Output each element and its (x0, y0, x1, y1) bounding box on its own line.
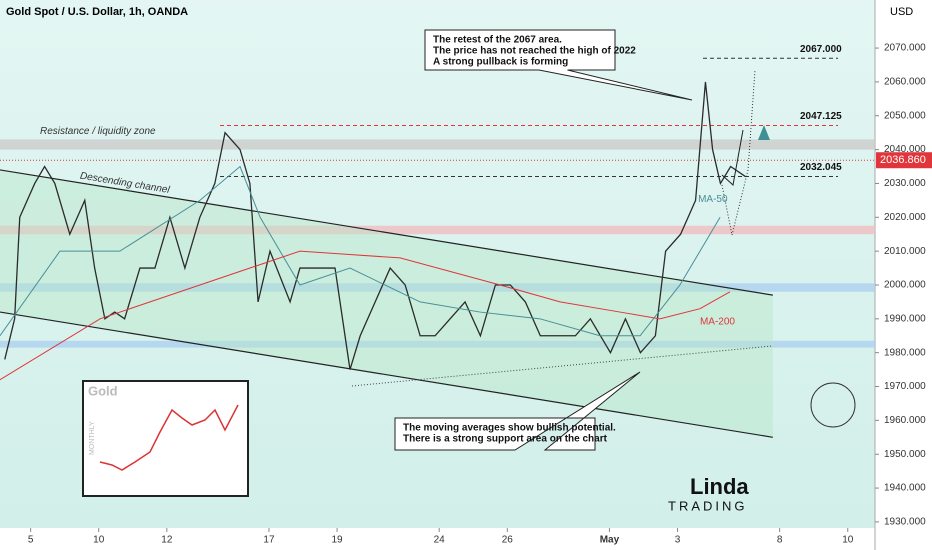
inset-line (99, 404, 239, 471)
callout-text: There is a strong support area on the ch… (403, 434, 608, 445)
y-tick-label: 2060.000 (884, 77, 926, 88)
face (810, 382, 856, 428)
x-tick-label: 10 (842, 535, 854, 546)
currency: USD (890, 6, 913, 18)
price-line (4, 81, 746, 370)
x-tick-label: 3 (675, 535, 681, 546)
x-tick-label: 5 (28, 535, 34, 546)
channel-line (0, 311, 773, 438)
x-tick-label: 17 (263, 535, 275, 546)
zone (0, 225, 875, 235)
y-tick-label: 2040.000 (884, 144, 926, 155)
x-tick-label: 19 (331, 535, 343, 546)
projection (721, 69, 756, 236)
ma-line (0, 165, 721, 337)
channel-line (0, 169, 773, 296)
callout (424, 29, 693, 101)
y-tick-label: 1980.000 (884, 347, 926, 358)
y-tick-label: 2050.000 (884, 110, 926, 121)
y-tick-label: 1930.000 (884, 517, 926, 528)
level-label: 2047.125 (800, 111, 842, 122)
callout-text: The retest of the 2067 area. (433, 35, 562, 46)
y-tick-label: 1960.000 (884, 415, 926, 426)
projection (721, 129, 744, 186)
x-tick-label: 8 (777, 535, 783, 546)
zone (0, 340, 875, 348)
y-tick-label: 1940.000 (884, 483, 926, 494)
x-tick-label: 12 (161, 535, 173, 546)
inset-title: Gold (88, 383, 118, 398)
y-tick-label: 1970.000 (884, 381, 926, 392)
level-label: 2032.045 (800, 162, 842, 173)
legend-label: MA-200 (700, 316, 735, 327)
inset-period: MONTHLY (89, 421, 96, 455)
channel-fill (0, 169, 773, 438)
chart-title: Gold Spot / U.S. Dollar, 1h, OANDA (6, 6, 188, 18)
x-tick-label: May (600, 535, 620, 546)
level-label: 2067.000 (800, 44, 842, 55)
callout-text: The price has not reached the high of 20… (433, 46, 636, 57)
legend-label: MA-50 (698, 194, 728, 205)
y-axis-bg (875, 0, 932, 550)
y-tick-label: 1950.000 (884, 449, 926, 460)
logo-name: Linda (690, 474, 749, 499)
current-price-label: 2036.860 (880, 154, 926, 166)
callout (394, 371, 641, 451)
x-tick-label: 24 (434, 535, 446, 546)
support-line (351, 345, 773, 387)
zone-label: Resistance / liquidity zone (40, 126, 156, 137)
x-axis-bg (0, 528, 875, 550)
ma-line (0, 250, 731, 381)
y-tick-label: 2000.000 (884, 280, 926, 291)
y-tick-label: 1990.000 (884, 313, 926, 324)
x-tick-label: 26 (502, 535, 514, 546)
y-tick-label: 2070.000 (884, 43, 926, 54)
zone (0, 139, 875, 150)
zone (0, 283, 875, 292)
logo-tagline: TRADING (668, 498, 748, 513)
y-tick-label: 2010.000 (884, 246, 926, 257)
callout-text: A strong pullback is forming (433, 57, 568, 68)
y-tick-label: 2030.000 (884, 178, 926, 189)
callout-text: The moving averages show bullish potenti… (403, 423, 616, 434)
arrow-up (757, 125, 770, 170)
x-tick-label: 10 (93, 535, 105, 546)
inset (82, 380, 249, 497)
y-tick-label: 2020.000 (884, 212, 926, 223)
current-price-box (876, 152, 932, 169)
